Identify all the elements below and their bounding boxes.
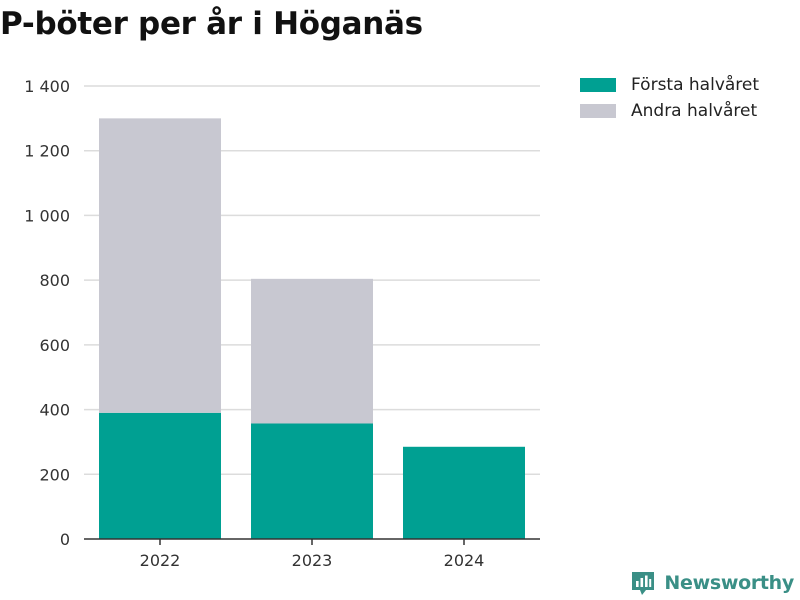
bar (99, 118, 221, 413)
y-axis: 0 200 400 600 800 1 000 1 200 1 400 (24, 77, 70, 549)
bars (99, 118, 525, 539)
x-axis: 2022 2023 2024 (84, 538, 540, 570)
y-tick-label: 1 200 (24, 142, 70, 161)
legend-item-first-half[interactable]: Första halvåret (580, 72, 759, 98)
legend-item-second-half[interactable]: Andra halvåret (580, 98, 759, 124)
chart-title: P-böter per år i Höganäs (0, 6, 423, 42)
x-tick-label: 2024 (444, 551, 485, 570)
bar (251, 278, 373, 424)
legend-swatch (580, 78, 616, 92)
x-tick-label: 2022 (140, 551, 181, 570)
legend: Första halvåret Andra halvåret (580, 72, 759, 124)
bar (251, 423, 373, 539)
legend-swatch (580, 104, 616, 118)
y-tick-label: 200 (39, 465, 70, 484)
brand-logo[interactable]: Newsworthy (630, 570, 794, 596)
bar (403, 446, 525, 539)
y-tick-label: 0 (60, 530, 70, 549)
y-tick-label: 400 (39, 401, 70, 420)
brand-name: Newsworthy (664, 572, 794, 594)
y-tick-label: 800 (39, 271, 70, 290)
bar (99, 412, 221, 539)
newsworthy-logo-icon (632, 572, 655, 595)
y-tick-label: 600 (39, 336, 70, 355)
legend-label: Första halvåret (631, 75, 760, 95)
y-tick-label: 1 400 (24, 77, 70, 96)
x-tick-label: 2023 (292, 551, 333, 570)
y-tick-label: 1 000 (24, 206, 70, 225)
legend-label: Andra halvåret (631, 101, 758, 121)
